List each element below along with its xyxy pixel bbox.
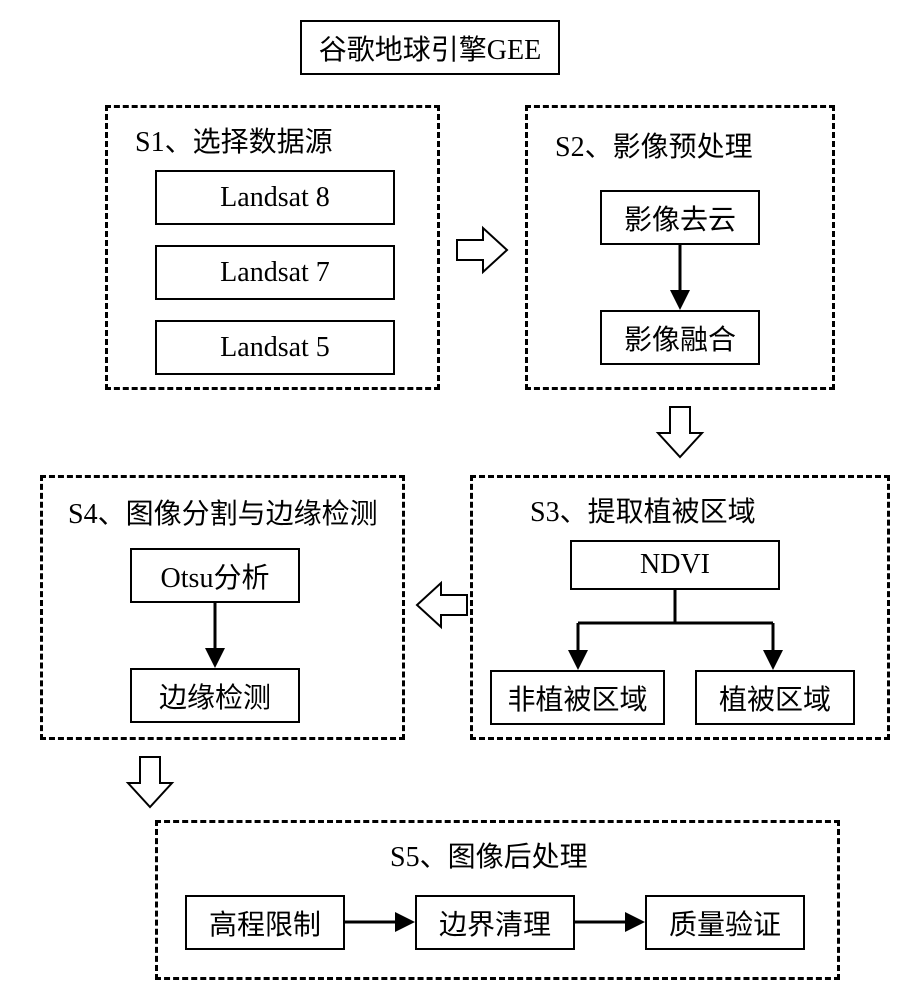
s2-step2: 影像融合: [600, 310, 760, 365]
s1-item-0-text: Landsat 8: [220, 182, 330, 214]
s1-item-1-text: Landsat 7: [220, 257, 330, 289]
s1-item-2: Landsat 5: [155, 320, 395, 375]
s3-left-text: 非植被区域: [507, 678, 647, 718]
s2-title: S2、影像预处理: [555, 125, 753, 165]
flow-s3-s4: [415, 580, 470, 630]
flow-s2-s3: [655, 405, 705, 460]
s1-item-2-text: Landsat 5: [220, 332, 330, 364]
s2-step1-text: 影像去云: [624, 198, 736, 238]
s5-title: S5、图像后处理: [390, 835, 588, 875]
s3-right-text: 植被区域: [719, 678, 831, 718]
s5-arrow-1: [345, 917, 415, 927]
s3-tree-lines: [470, 590, 890, 670]
s5-step2-text: 边界清理: [439, 903, 551, 943]
s4-step1: Otsu分析: [130, 548, 300, 603]
s4-step1-text: Otsu分析: [161, 556, 270, 596]
flow-s1-s2: [455, 225, 510, 275]
s3-root-text: NDVI: [640, 549, 710, 581]
flow-s4-s5: [125, 755, 175, 810]
s2-step2-text: 影像融合: [624, 318, 736, 358]
s5-arrow-2: [575, 917, 645, 927]
s2-step1: 影像去云: [600, 190, 760, 245]
s4-inner-arrow: [210, 603, 220, 668]
s5-step1-text: 高程限制: [209, 903, 321, 943]
s4-step2: 边缘检测: [130, 668, 300, 723]
s4-step2-text: 边缘检测: [159, 676, 271, 716]
top-title-box: 谷歌地球引擎GEE: [300, 20, 560, 75]
s3-left: 非植被区域: [490, 670, 665, 725]
s1-title: S1、选择数据源: [135, 120, 333, 160]
s3-title: S3、提取植被区域: [530, 490, 756, 530]
s5-step3: 质量验证: [645, 895, 805, 950]
s5-step3-text: 质量验证: [669, 903, 781, 943]
s3-right: 植被区域: [695, 670, 855, 725]
top-title-text: 谷歌地球引擎GEE: [319, 28, 541, 68]
s1-item-0: Landsat 8: [155, 170, 395, 225]
s3-root: NDVI: [570, 540, 780, 590]
s1-item-1: Landsat 7: [155, 245, 395, 300]
s2-inner-arrow: [675, 245, 685, 310]
s5-step2: 边界清理: [415, 895, 575, 950]
s4-title: S4、图像分割与边缘检测: [68, 492, 378, 532]
s5-step1: 高程限制: [185, 895, 345, 950]
